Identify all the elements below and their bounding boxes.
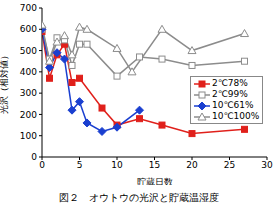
svg-text:0: 0: [31, 152, 37, 162]
svg-text:700: 700: [20, 3, 37, 13]
svg-text:600: 600: [20, 24, 37, 34]
svg-text:30: 30: [261, 160, 269, 170]
html-text:2℃99%: 2℃99%: [212, 89, 248, 99]
svg-text:100: 100: [20, 131, 37, 141]
svg-text:光沢（相対値）: 光沢（相対値）: [8, 51, 9, 114]
svg-text:200: 200: [20, 110, 37, 120]
svg-text:300: 300: [20, 88, 37, 98]
html-text:10℃61%: 10℃61%: [212, 100, 254, 110]
svg-text:10: 10: [111, 160, 123, 170]
html-text:図２ オウトウの光沢と貯蔵温湿度: 図２ オウトウの光沢と貯蔵温湿度: [58, 192, 219, 203]
svg-text:5: 5: [77, 160, 83, 170]
svg-text:0: 0: [39, 160, 45, 170]
svg-text:20: 20: [186, 160, 198, 170]
html-text:10℃100%: 10℃100%: [212, 111, 260, 121]
svg-text:15: 15: [149, 160, 160, 170]
svg-text:貯蔵日数: 貯蔵日数: [137, 177, 173, 185]
svg-text:500: 500: [20, 46, 37, 56]
html-text:2℃78%: 2℃78%: [212, 78, 248, 88]
svg-text:25: 25: [224, 160, 235, 170]
svg-text:400: 400: [20, 67, 37, 77]
